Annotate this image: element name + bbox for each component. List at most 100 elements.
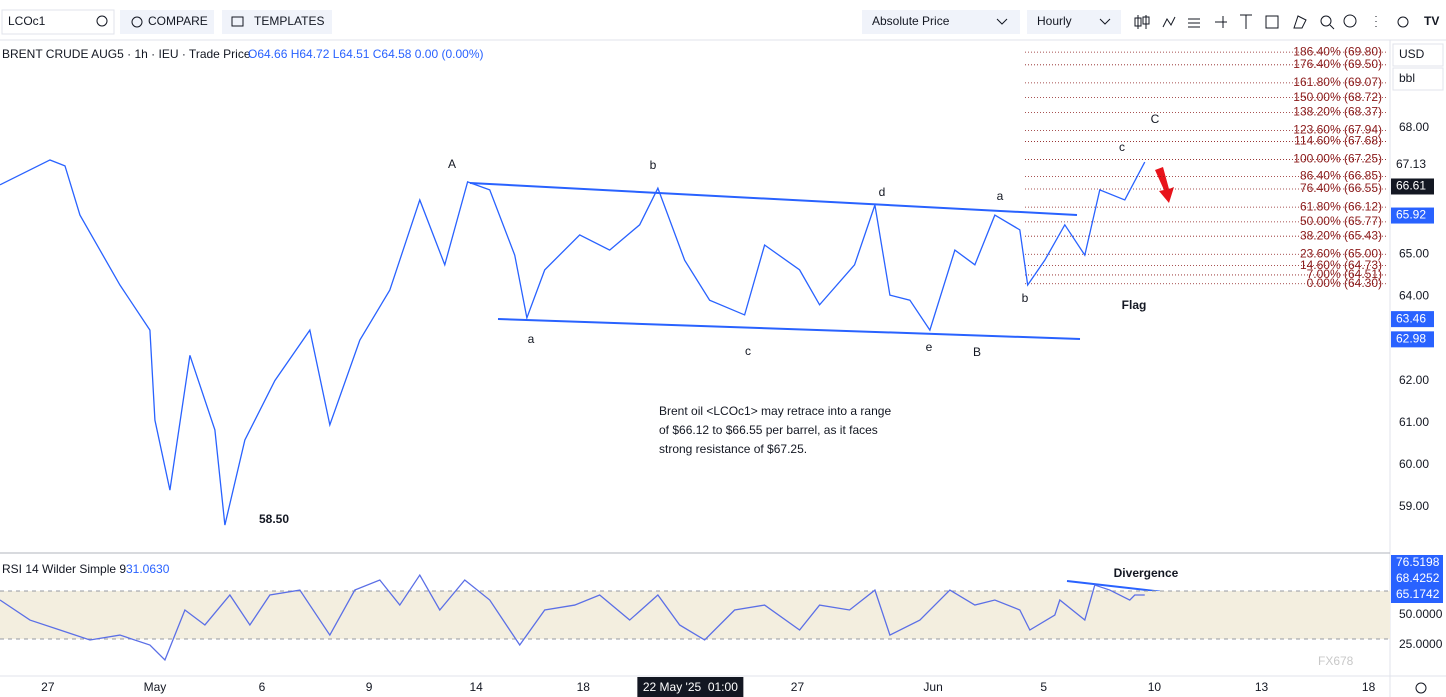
y-tick-label: 61.00 [1399, 415, 1429, 429]
watermark: FX678 [1318, 654, 1354, 668]
fib-label: 86.40% (66.85) [1300, 169, 1382, 183]
y-tick-label: 25.0000 [1399, 637, 1443, 651]
x-tick-label: 18 [577, 680, 591, 694]
red-arrow [1155, 167, 1174, 203]
fib-label: 123.60% (67.94) [1293, 123, 1382, 137]
x-tick-label: 14 [470, 680, 484, 694]
wave-label: a [997, 189, 1004, 203]
x-tick-label: 13 [1255, 680, 1269, 694]
y-tick-label: 62.00 [1399, 373, 1429, 387]
price-mode-dropdown[interactable] [862, 10, 1020, 34]
settings-icon[interactable] [1415, 682, 1427, 694]
fib-label: 38.20% (65.43) [1300, 228, 1382, 242]
currency-box[interactable] [1392, 43, 1444, 67]
toolbar-label: COMPARE [148, 14, 208, 28]
symbol-box[interactable] [1, 9, 115, 35]
fib-label: 114.60% (67.68) [1294, 134, 1382, 148]
fib-label: 138.20% (68.37) [1293, 105, 1382, 119]
fib-label: 14.60% (64.73) [1300, 258, 1382, 272]
price-label: 76.5198 [1396, 555, 1440, 569]
annotation-line: of $66.12 to $66.55 per barrel, as it fa… [659, 423, 878, 437]
x-tick-label: May [144, 680, 167, 694]
fib-label: 76.40% (66.55) [1300, 181, 1382, 195]
x-tick-label: 27 [41, 680, 55, 694]
fib-label: 7.00% (64.51) [1307, 267, 1382, 281]
price-label: 67.13 [1396, 157, 1426, 171]
legend-ohlc: O64.66 H64.72 L64.51 C64.58 0.00 (0.00%) [248, 47, 484, 61]
dropdown-caret [1099, 18, 1111, 25]
unit-box[interactable] [1392, 67, 1444, 91]
wave-label: b [650, 158, 657, 172]
price-label-box [1391, 311, 1434, 328]
y-tick-label: 60.00 [1399, 457, 1429, 471]
fib-label: 61.80% (66.12) [1300, 199, 1382, 213]
rsi-band [0, 591, 1390, 640]
price-label: 62.98 [1396, 332, 1426, 346]
wave-label: Flag [1122, 298, 1147, 312]
wave-label: A [448, 157, 456, 171]
templates-icon [231, 16, 244, 27]
tool-icons[interactable] [1134, 14, 1409, 30]
trend-lines [469, 182, 1173, 594]
wave-label: a [528, 332, 535, 346]
toolbar-label: LCOc1 [8, 14, 46, 28]
search-icon[interactable] [96, 15, 108, 27]
wave-label: d [879, 185, 886, 199]
y-tick-label: 59.00 [1399, 499, 1429, 513]
wave-label: 58.50 [259, 512, 289, 526]
dropdown-caret [996, 18, 1008, 25]
x-tick-label: 18 [1362, 680, 1376, 694]
toolbar-label: bbl [1399, 71, 1415, 85]
toolbar-label: TEMPLATES [254, 14, 324, 28]
logo: TV [1424, 14, 1439, 28]
rsi-title: RSI 14 Wilder Simple 9 [2, 562, 126, 576]
fib-label: 161.80% (69.07) [1293, 75, 1382, 89]
x-tick-label: Jun [923, 680, 942, 694]
price-label: 68.4252 [1396, 571, 1440, 585]
toolbar [0, 0, 1446, 40]
annotation-line: Brent oil <LCOc1> may retrace into a ran… [659, 404, 891, 418]
x-tick-label: 6 [259, 680, 266, 694]
price-label: 66.61 [1396, 179, 1426, 193]
fib-label: 176.40% (69.50) [1293, 57, 1382, 71]
rsi-line [0, 573, 1145, 662]
price-label-box [1391, 331, 1434, 348]
crosshair-box [637, 677, 744, 697]
crosshair-label: 22 May '25 01:00 [643, 680, 738, 694]
toolbar-label: Absolute Price [872, 14, 950, 28]
price-label-box [1391, 571, 1443, 587]
fib-label: 150.00% (68.72) [1293, 90, 1382, 104]
price-label-box [1391, 178, 1434, 195]
interval-dropdown[interactable] [1027, 10, 1121, 34]
compare-button[interactable] [120, 10, 214, 34]
x-tick-label: 27 [791, 680, 805, 694]
rsi-value: 31.0630 [126, 562, 170, 576]
fib-label: 50.00% (65.77) [1300, 214, 1382, 228]
y-tick-label: 68.00 [1399, 120, 1429, 134]
fib-label: 100.00% (67.25) [1293, 152, 1382, 166]
wave-label: c [1119, 140, 1125, 154]
templates-button[interactable] [222, 10, 332, 34]
fib-label: 186.40% (69.80) [1293, 44, 1382, 58]
wave-label: c [745, 344, 751, 358]
wave-label: e [926, 340, 933, 354]
y-tick-label: 50.0000 [1399, 607, 1443, 621]
fib-label: 23.60% (65.00) [1300, 246, 1382, 260]
divergence-label: Divergence [1114, 566, 1179, 580]
y-tick-label: 65.00 [1399, 246, 1429, 260]
wave-label: B [973, 345, 981, 359]
x-tick-label: 5 [1040, 680, 1047, 694]
annotation-line: strong resistance of $67.25. [659, 442, 807, 456]
wave-label: b [1022, 291, 1029, 305]
price-label: 65.92 [1396, 208, 1426, 222]
compare-icon [131, 16, 143, 28]
wave-label: C [1151, 112, 1160, 126]
toolbar-label: USD [1399, 47, 1425, 61]
price-label-box [1391, 555, 1443, 571]
legend-title: BRENT CRUDE AUG5 · 1h · IEU · Trade Pric… [2, 47, 251, 61]
x-tick-label: 9 [366, 680, 373, 694]
price-label: 65.1742 [1396, 587, 1440, 601]
price-label-box [1391, 587, 1443, 603]
price-label-box [1391, 207, 1434, 224]
